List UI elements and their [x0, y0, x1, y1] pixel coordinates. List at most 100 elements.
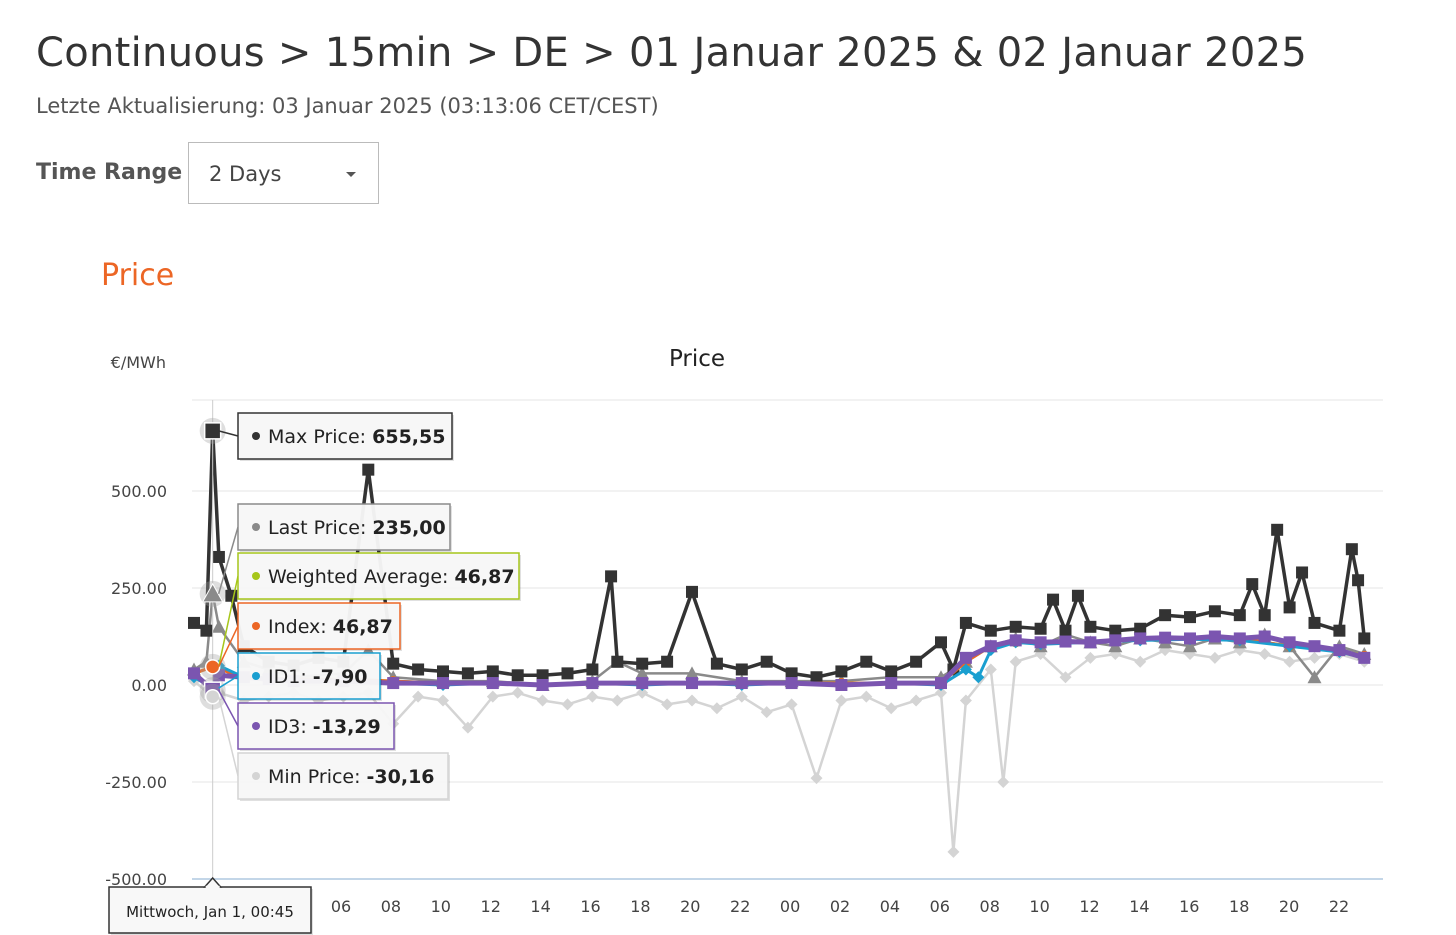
point-id3[interactable] — [1009, 634, 1022, 647]
point-id3[interactable] — [636, 677, 649, 690]
point-max[interactable] — [536, 669, 549, 682]
point-max[interactable] — [1283, 601, 1296, 614]
point-max[interactable] — [1084, 620, 1097, 633]
point-max[interactable] — [1296, 566, 1309, 579]
point-max[interactable] — [1159, 609, 1172, 622]
point-id3[interactable] — [1208, 630, 1221, 643]
point-max[interactable] — [1109, 624, 1122, 637]
point-max[interactable] — [212, 550, 225, 563]
point-max[interactable] — [835, 665, 848, 678]
point-max[interactable] — [636, 657, 649, 670]
point-id3[interactable] — [1134, 632, 1147, 645]
point-min[interactable] — [586, 690, 599, 703]
point-id3[interactable] — [1034, 636, 1047, 649]
point-id3[interactable] — [835, 679, 848, 691]
point-id3[interactable] — [486, 677, 499, 690]
point-max[interactable] — [437, 665, 449, 678]
point-id3[interactable] — [1333, 644, 1346, 657]
point-id3[interactable] — [1184, 632, 1196, 645]
point-max[interactable] — [412, 663, 425, 676]
point-id3[interactable] — [437, 677, 449, 690]
point-id3[interactable] — [935, 677, 947, 690]
point-min[interactable] — [536, 694, 549, 707]
point-max[interactable] — [959, 616, 972, 629]
point-max[interactable] — [561, 667, 574, 680]
point-min[interactable] — [959, 694, 972, 707]
point-max[interactable] — [1258, 609, 1271, 622]
point-max[interactable] — [1345, 543, 1358, 556]
point-min[interactable] — [561, 698, 574, 711]
point-min[interactable] — [735, 690, 748, 703]
point-min[interactable] — [1084, 651, 1097, 664]
point-id3[interactable] — [1109, 634, 1122, 647]
point-last[interactable] — [685, 666, 699, 680]
point-id3[interactable] — [1358, 651, 1371, 664]
point-min[interactable] — [1134, 655, 1147, 668]
point-min[interactable] — [760, 706, 773, 719]
point-min[interactable] — [1059, 671, 1072, 684]
point-max[interactable] — [486, 665, 499, 678]
point-max[interactable] — [1308, 616, 1321, 629]
point-id3[interactable] — [536, 679, 549, 691]
point-last[interactable] — [1183, 639, 1197, 653]
point-max[interactable] — [1246, 578, 1259, 591]
point-id1[interactable] — [972, 671, 985, 684]
point-min[interactable] — [860, 690, 873, 703]
point-last[interactable] — [211, 619, 226, 633]
point-id1[interactable] — [959, 663, 972, 676]
point-id3[interactable] — [1084, 636, 1097, 649]
point-max[interactable] — [735, 663, 748, 676]
point-max[interactable] — [860, 655, 873, 668]
point-max[interactable] — [200, 624, 213, 637]
point-max[interactable] — [511, 669, 524, 682]
point-min[interactable] — [785, 698, 798, 711]
point-min[interactable] — [1258, 647, 1271, 660]
point-id3[interactable] — [188, 667, 200, 680]
point-max[interactable] — [586, 663, 599, 676]
point-max[interactable] — [760, 655, 773, 668]
time-range-dropdown[interactable]: 2 Days — [188, 142, 379, 204]
point-id3[interactable] — [1308, 640, 1321, 653]
point-max[interactable] — [785, 667, 798, 680]
point-min[interactable] — [810, 772, 823, 785]
point-min[interactable] — [984, 663, 997, 676]
point-min[interactable] — [947, 845, 960, 858]
point-min[interactable] — [1308, 651, 1321, 664]
point-min[interactable] — [611, 694, 624, 707]
point-max[interactable] — [1059, 624, 1072, 637]
point-min[interactable] — [437, 694, 449, 707]
point-min[interactable] — [1034, 647, 1047, 660]
point-id3[interactable] — [1283, 636, 1296, 649]
point-min[interactable] — [885, 702, 898, 715]
point-min[interactable] — [910, 694, 923, 707]
point-id3[interactable] — [1258, 630, 1271, 643]
point-max[interactable] — [1184, 611, 1196, 624]
point-max[interactable] — [885, 665, 898, 678]
point-min[interactable] — [412, 690, 425, 703]
point-min[interactable] — [486, 690, 499, 703]
point-max[interactable] — [387, 657, 400, 670]
point-id3[interactable] — [1159, 631, 1172, 644]
point-id3[interactable] — [387, 677, 400, 690]
point-max[interactable] — [661, 655, 674, 668]
point-max[interactable] — [910, 655, 923, 668]
point-min[interactable] — [511, 686, 524, 699]
point-min[interactable] — [461, 721, 474, 734]
point-max[interactable] — [1134, 622, 1147, 635]
point-max[interactable] — [1271, 523, 1284, 536]
point-max[interactable] — [461, 667, 474, 680]
point-min[interactable] — [1109, 647, 1122, 660]
point-id3[interactable] — [586, 677, 599, 690]
point-id3[interactable] — [735, 677, 748, 690]
point-id3[interactable] — [686, 677, 698, 690]
point-min[interactable] — [1184, 647, 1196, 660]
point-max[interactable] — [1352, 574, 1365, 587]
point-max[interactable] — [225, 589, 238, 602]
point-id3[interactable] — [984, 640, 997, 653]
point-max[interactable] — [1333, 624, 1346, 637]
point-max[interactable] — [1358, 632, 1371, 645]
point-max[interactable] — [605, 570, 618, 583]
price-chart[interactable]: €/MWh Price 500.00 250.00 0.00 -250.00 -500.… — [0, 330, 1456, 935]
point-max[interactable] — [611, 655, 624, 668]
point-id3[interactable] — [885, 677, 898, 690]
